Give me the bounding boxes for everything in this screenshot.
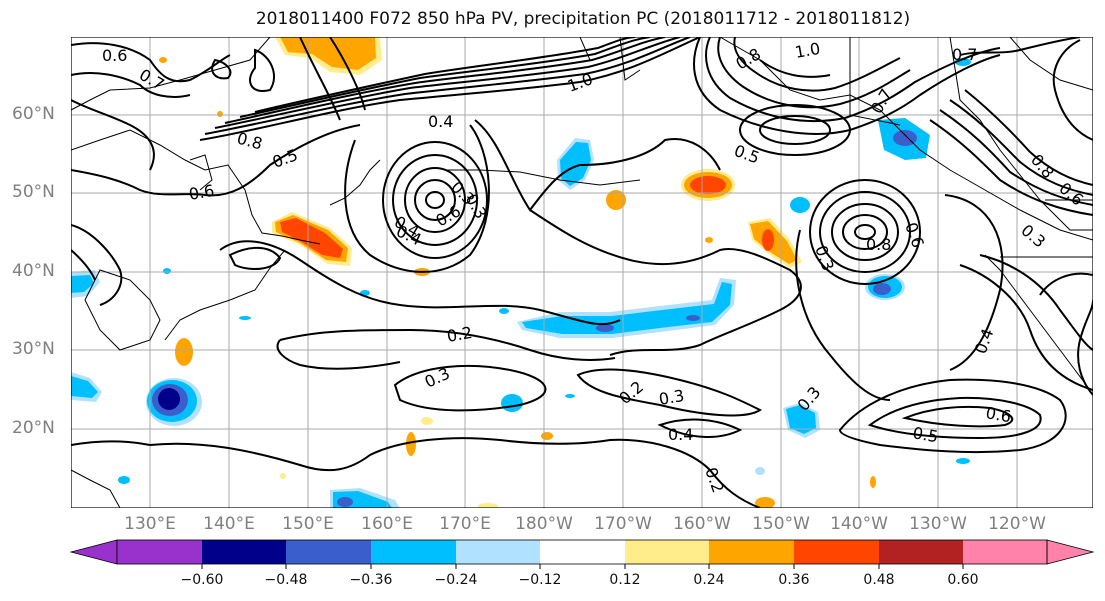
- colorbar-bin: [963, 540, 1047, 564]
- lon-label: 120°W: [988, 514, 1046, 534]
- contour-label: 0.6: [984, 403, 1012, 426]
- lon-label: 130°W: [909, 514, 967, 534]
- lon-label: 170°W: [594, 514, 652, 534]
- plot-area: 0.6 0.7 0.8 0.5 0.6 1.0 0.4 0.3 0.4 0.3 …: [71, 37, 1093, 508]
- lat-label: 30°N: [12, 339, 55, 359]
- precip-positive-region: [406, 432, 416, 456]
- precip-positive-region: [870, 476, 876, 488]
- precip-positive-region: [762, 229, 774, 251]
- precip-negative-region: [337, 497, 353, 507]
- colorbar-tick-label: −0.36: [349, 572, 393, 588]
- contour-label: 0.5: [911, 423, 939, 446]
- precip-positive-region: [421, 417, 433, 425]
- pv-contours: [71, 37, 1093, 508]
- colorbar-tick-label: 0.60: [947, 572, 979, 588]
- lon-label: 140°E: [203, 514, 255, 534]
- map-title: 2018011400 F072 850 hPa PV, precipitatio…: [255, 9, 911, 29]
- lat-label: 60°N: [12, 104, 55, 124]
- precip-positive-region: [159, 57, 167, 63]
- colorbar-tick-label: 0.36: [778, 572, 810, 588]
- colorbar-bin: [286, 540, 371, 564]
- colorbar-tick-label: 0.12: [609, 572, 641, 588]
- precip-negative-region: [560, 142, 591, 186]
- contour-label: 0.2: [445, 323, 473, 346]
- precip-positive-region: [175, 338, 193, 366]
- colorbar-extend-low: [69, 539, 118, 565]
- lat-label: 20°N: [12, 418, 55, 438]
- precip-positive-region: [541, 432, 553, 440]
- precip-positive-region: [478, 503, 498, 508]
- precip-negative-region: [596, 324, 614, 332]
- precip-positive-region: [606, 190, 626, 210]
- lat-label: 40°N: [12, 261, 55, 281]
- precip-negative-region: [163, 268, 171, 274]
- precip-negative-region: [501, 394, 523, 412]
- precip-negative-region: [565, 394, 575, 398]
- coastlines: [71, 37, 1093, 508]
- precip-negative-region: [790, 197, 810, 213]
- colorbar-tick-label: −0.12: [518, 572, 562, 588]
- precip-positive-region: [280, 218, 343, 258]
- contour-label: 0.3: [657, 386, 685, 409]
- precip-negative-region: [499, 308, 509, 314]
- precip-negative-region: [158, 388, 180, 410]
- colorbar-tick-label: 0.24: [693, 572, 725, 588]
- colorbar-tick-label: −0.24: [434, 572, 478, 588]
- precip-negative-region: [239, 316, 251, 320]
- contour-label: 0.7: [952, 45, 977, 64]
- lon-label: 170°E: [439, 514, 491, 534]
- colorbar-bin: [879, 540, 963, 564]
- contour-label: 0.6: [187, 181, 215, 204]
- colorbar-bin: [117, 540, 202, 564]
- colorbar-bin: [709, 540, 794, 564]
- lon-label: 150°E: [282, 514, 334, 534]
- precip-negative-region: [522, 282, 732, 334]
- precip-negative-region: [786, 405, 816, 434]
- lon-label: 160°E: [361, 514, 413, 534]
- colorbar-bin: [371, 540, 456, 564]
- colorbar: [69, 539, 1095, 569]
- precip-positive-region: [705, 237, 713, 243]
- precip-shading: [71, 37, 971, 508]
- colorbar-bin: [202, 540, 286, 564]
- precip-negative-region: [118, 476, 130, 484]
- precip-negative-region: [71, 275, 94, 293]
- lon-label: 140°W: [830, 514, 888, 534]
- precip-positive-region: [755, 497, 775, 508]
- lon-label: 150°W: [752, 514, 810, 534]
- precip-positive-region: [217, 111, 223, 117]
- colorbar-tick-label: −0.60: [180, 572, 224, 588]
- lon-label: 180°W: [515, 514, 573, 534]
- precip-negative-region: [893, 130, 917, 146]
- precip-positive-region: [280, 473, 286, 479]
- precip-negative-region: [956, 458, 970, 464]
- colorbar-bin: [625, 540, 709, 564]
- precip-negative-region: [873, 283, 891, 295]
- colorbar-bin: [540, 540, 625, 564]
- lat-label: 50°N: [12, 182, 55, 202]
- precip-negative-region: [71, 376, 98, 398]
- lon-label: 130°E: [124, 514, 176, 534]
- contour-label: 0.4: [668, 425, 693, 444]
- contour-label: 0.4: [428, 112, 453, 131]
- precip-negative-region: [755, 467, 765, 475]
- colorbar-tick-label: −0.48: [264, 572, 308, 588]
- precip-negative-region: [686, 315, 700, 321]
- colorbar-extend-high: [1046, 539, 1095, 565]
- colorbar-bin: [456, 540, 540, 564]
- colorbar-bin: [794, 540, 879, 564]
- lon-label: 160°W: [673, 514, 731, 534]
- colorbar-tick-label: 0.48: [863, 572, 895, 588]
- contour-label: 0.6: [102, 46, 127, 65]
- contour-label: 1.0: [793, 39, 821, 62]
- contour-label: 0.8: [866, 235, 891, 254]
- precip-positive-region: [690, 176, 726, 194]
